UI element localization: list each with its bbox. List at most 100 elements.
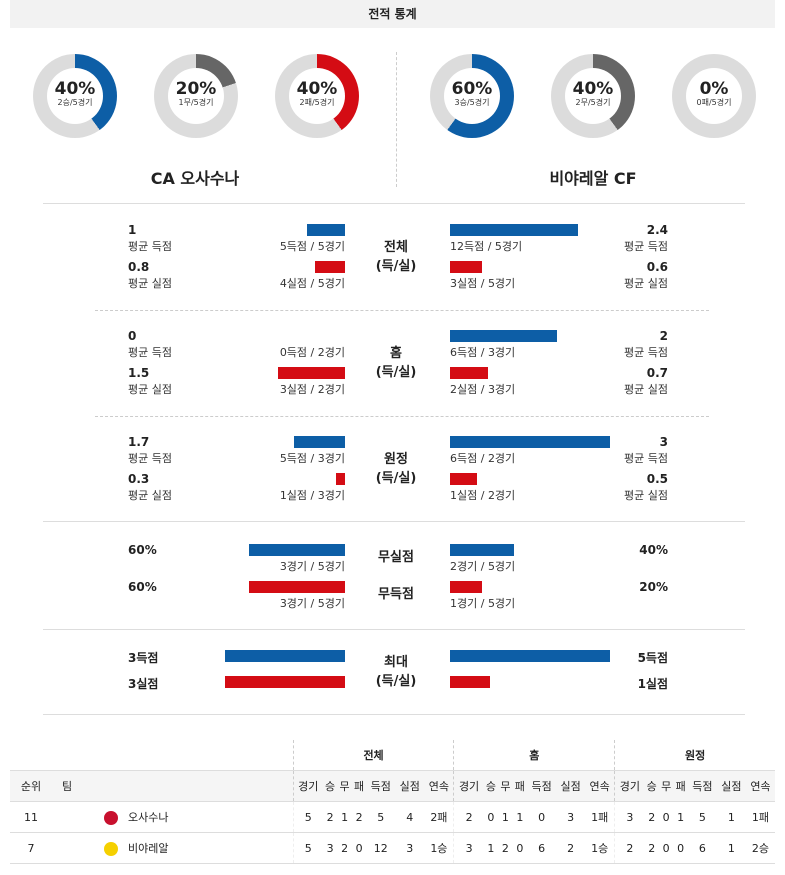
left-score-count: 0득점 / 2경기 (279, 346, 345, 359)
right-concede-count: 2실점 / 3경기 (450, 383, 516, 396)
left-score-bar (293, 436, 345, 448)
col-rank: 순위 (20, 780, 42, 793)
table-cell: 0 (662, 841, 670, 855)
left-count: 3경기 / 5경기 (279, 560, 345, 573)
table-cell: 12 (373, 841, 388, 855)
left-avg-score: 1.7 (128, 435, 150, 449)
right-avg-concede: 0.5 (646, 472, 668, 486)
donut-record: 2무/5경기 (575, 98, 611, 107)
standings-column-header: 순위 팀 경기 승 무 패 득점 실점 연속 경기 승 무 패 득점 실점 연속 경기 승 무 패 득점 실점 연속 (10, 770, 775, 802)
divider-line (43, 714, 745, 715)
table-cell: 3 (326, 841, 334, 855)
left-concede-count: 3실점 / 2경기 (279, 383, 345, 396)
table-row[interactable]: 11 오사수나 5 2 1 2 5 4 2패 2 0 1 1 0 3 1패 3 2 0 1 5 1 1패 (10, 801, 775, 833)
donut-chart-5: 40% 2무/5경기 (551, 54, 635, 138)
stat-category-sub: (득/실) (375, 471, 417, 486)
right-avg-score-label: 평균 득점 (624, 452, 668, 465)
col-draw: 무 (661, 780, 672, 793)
stat-category: 무득점 (378, 587, 414, 602)
table-cell: 3 (406, 841, 414, 855)
donut-record: 3승/5경기 (454, 98, 490, 107)
left-avg-concede-label: 평균 실점 (128, 383, 172, 396)
col-team: 팀 (62, 780, 73, 793)
table-cell: 1승 (430, 842, 448, 855)
stat-category-sub: (득/실) (375, 674, 417, 689)
donut-percent: 20% (175, 79, 217, 99)
table-cell: 1 (501, 810, 509, 824)
donut-chart-1: 40% 2승/5경기 (33, 54, 117, 138)
left-pct: 60% (128, 543, 157, 557)
divider-line (95, 416, 709, 417)
right-concede-bar (450, 473, 478, 485)
left-score-count: 5득점 / 3경기 (279, 452, 345, 465)
col-streak: 연속 (750, 780, 771, 793)
left-concede-bar (336, 473, 345, 485)
table-cell: 2 (501, 841, 509, 855)
col-win: 승 (325, 780, 336, 793)
team-logo-icon (104, 842, 118, 856)
away-team-name: 비야레알 CF (549, 169, 637, 188)
donut-percent: 60% (451, 79, 493, 99)
donut-chart-2: 20% 1무/5경기 (154, 54, 238, 138)
left-avg-score: 1 (128, 223, 137, 237)
col-conceded: 실점 (560, 780, 581, 793)
left-bar (249, 581, 345, 593)
table-cell: 6 (538, 841, 546, 855)
col-loss: 패 (514, 780, 525, 793)
donut-percent: 40% (54, 79, 96, 99)
divider-line (43, 203, 745, 204)
table-cell: 2 (614, 832, 645, 864)
right-score-bar (450, 330, 558, 342)
table-cell: 2승 (751, 842, 769, 855)
group-home: 홈 (453, 740, 615, 771)
group-overall: 전체 (292, 740, 454, 771)
table-cell: 2 (567, 841, 575, 855)
right-max-concede: 1실점 (637, 677, 668, 691)
table-cell: 4 (406, 810, 414, 824)
left-concede-count: 1실점 / 3경기 (279, 489, 345, 502)
table-cell: 1패 (751, 811, 769, 824)
right-avg-score-label: 평균 득점 (624, 240, 668, 253)
table-cell: 3 (453, 832, 484, 864)
col-scored: 득점 (692, 780, 713, 793)
col-draw: 무 (339, 780, 350, 793)
left-avg-score-label: 평균 득점 (128, 240, 172, 253)
right-max-concede-bar (450, 676, 490, 688)
right-avg-score: 2.4 (646, 223, 668, 237)
left-avg-score: 0 (128, 329, 137, 343)
donut-record: 0패/5경기 (696, 98, 732, 107)
right-avg-concede-label: 평균 실점 (624, 383, 668, 396)
left-score-bar (307, 224, 345, 236)
table-cell: 1 (677, 810, 685, 824)
table-cell: 2 (355, 810, 363, 824)
table-row[interactable]: 7 비야레알 5 3 2 0 12 3 1승 3 1 2 0 6 2 1승 2 2 0 0 6 1 2승 (10, 832, 775, 864)
table-cell: 0 (355, 841, 363, 855)
left-avg-score-label: 평균 득점 (128, 346, 172, 359)
col-played: 경기 (614, 770, 645, 802)
right-avg-concede: 0.7 (646, 366, 668, 380)
team-logo-icon (104, 811, 118, 825)
left-avg-concede: 1.5 (128, 366, 150, 380)
group-away: 원정 (614, 740, 775, 771)
right-score-bar (450, 224, 578, 236)
page-title: 전적 통계 (10, 0, 775, 28)
table-cell: 1승 (591, 842, 609, 855)
divider-line (95, 310, 709, 311)
left-avg-score-label: 평균 득점 (128, 452, 172, 465)
table-cell: 6 (698, 841, 706, 855)
stat-category-sub: (득/실) (375, 259, 417, 274)
stat-category: 최대 (384, 655, 408, 670)
left-avg-concede-label: 평균 실점 (128, 489, 172, 502)
rank: 11 (24, 810, 38, 824)
right-avg-score-label: 평균 득점 (624, 346, 668, 359)
col-scored: 득점 (370, 780, 391, 793)
col-scored: 득점 (531, 780, 552, 793)
col-loss: 패 (354, 780, 365, 793)
right-concede-bar (450, 367, 488, 379)
donut-record: 1무/5경기 (178, 98, 214, 107)
right-bar (450, 544, 514, 556)
standings-group-header: 전체 홈 원정 (10, 740, 775, 771)
table-cell: 0 (677, 841, 685, 855)
donut-chart-4: 60% 3승/5경기 (430, 54, 514, 138)
team-cell: 오사수나 (52, 802, 293, 833)
